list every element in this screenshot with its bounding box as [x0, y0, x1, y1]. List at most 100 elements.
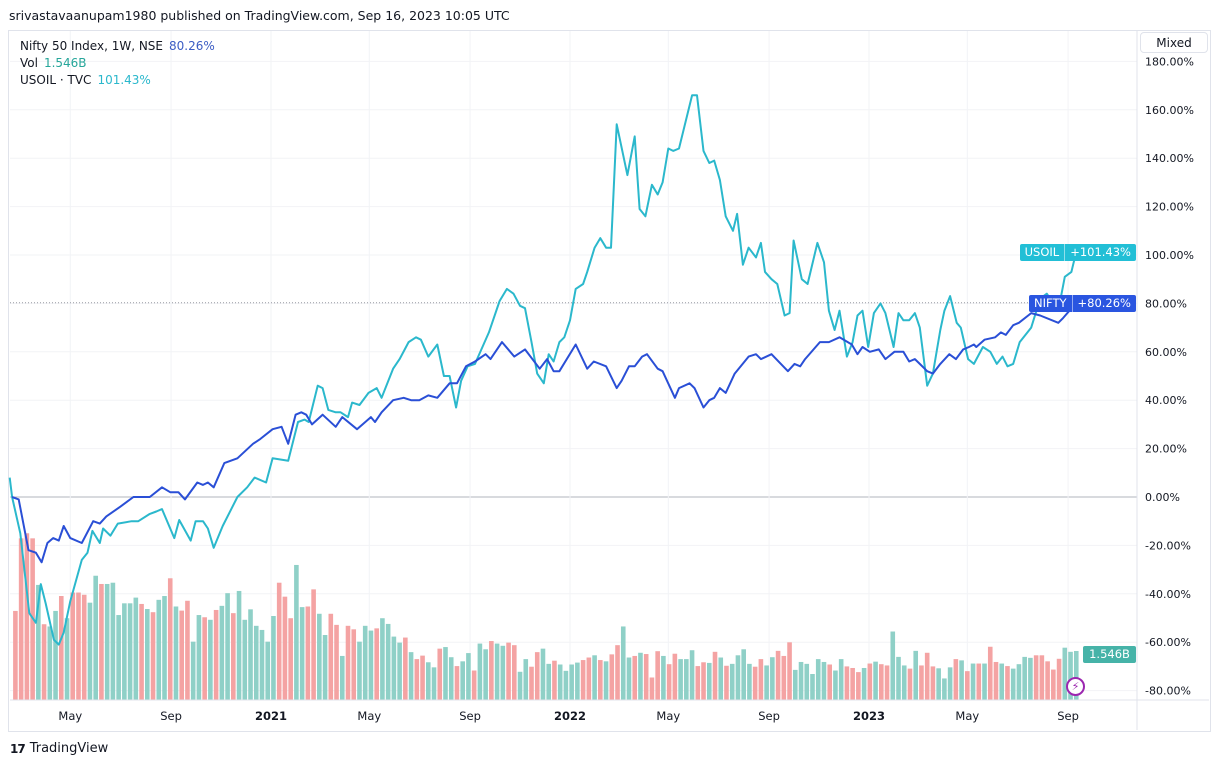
volume-bar	[747, 663, 752, 700]
volume-bar	[1005, 666, 1010, 700]
volume-bar	[965, 671, 970, 700]
x-tick-label: May	[58, 709, 82, 723]
volume-bar	[649, 677, 655, 700]
volume-bar	[563, 670, 569, 700]
volume-bar	[787, 642, 792, 700]
nifty-tag-value: +80.26%	[1077, 296, 1132, 310]
nifty-line	[11, 302, 1078, 564]
volume-bar	[764, 665, 769, 700]
volume-bar	[162, 596, 167, 700]
volume-bar	[557, 664, 563, 700]
volume-bar	[185, 600, 190, 700]
volume-bar	[99, 583, 104, 700]
volume-bar	[127, 603, 133, 700]
volume-bar	[391, 636, 397, 700]
volume-bar	[873, 661, 878, 700]
volume-bar	[661, 655, 666, 700]
volume-bar	[133, 597, 139, 700]
volume-bar	[976, 663, 982, 700]
volume-bar	[729, 663, 735, 700]
volume-bar	[936, 668, 941, 700]
volume-bar	[603, 661, 609, 700]
volume-bar	[970, 663, 976, 700]
usoil-line	[8, 94, 1078, 646]
volume-bar	[408, 652, 414, 700]
volume-bar	[431, 667, 437, 700]
volume-bar	[506, 642, 511, 700]
volume-bar	[47, 626, 53, 700]
volume-bar	[1073, 650, 1079, 700]
volume-bar	[253, 625, 259, 700]
volume-bar	[1062, 647, 1068, 700]
volume-bar	[385, 623, 391, 700]
volume-bar	[540, 648, 546, 700]
volume-bar	[322, 635, 328, 700]
volume-bar	[924, 652, 930, 700]
lightning-bolt-icon[interactable]: ⚡	[1066, 677, 1085, 696]
legend-nifty[interactable]: Nifty 50 Index, 1W, NSE 80.26%	[20, 38, 215, 55]
volume-bar	[190, 641, 196, 700]
volume-bar	[655, 651, 660, 700]
volume-bar	[580, 660, 586, 700]
volume-bar	[838, 659, 844, 700]
volume-bar	[770, 657, 775, 700]
tradingview-logo[interactable]: 17 TradingView	[10, 741, 108, 756]
volume-bar	[701, 662, 706, 700]
volume-bar	[477, 643, 483, 700]
legend-usoil-value: 101.43%	[97, 73, 151, 87]
volume-bar	[231, 613, 236, 700]
volume-bar	[821, 661, 827, 700]
chart-frame	[8, 30, 1211, 732]
volume-bar	[500, 645, 506, 700]
volume-bar	[110, 582, 116, 700]
volume-bar	[196, 615, 202, 700]
volume-bar	[615, 645, 620, 700]
volume-bar	[179, 610, 185, 700]
volume-bar	[471, 670, 477, 700]
volume-bar	[632, 655, 638, 700]
volume-bar	[569, 664, 574, 700]
volume-bar	[775, 650, 781, 700]
y-tick-label: 180.00%	[1145, 55, 1194, 68]
volume-bar	[856, 672, 861, 700]
volume-bar	[879, 664, 884, 700]
volume-bar	[225, 593, 230, 700]
y-tick-label: 100.00%	[1145, 249, 1194, 262]
volume-bar	[982, 663, 987, 700]
tradingview-logo-mark: 17	[10, 741, 26, 756]
x-tick-label: May	[955, 709, 979, 723]
volume-bar	[987, 646, 993, 700]
volume-bar	[517, 671, 523, 700]
volume-bar	[947, 667, 953, 700]
volume-bar	[448, 657, 454, 700]
volume-bar	[150, 612, 156, 700]
volume-bar	[638, 652, 643, 700]
volume-bar	[351, 629, 357, 700]
legend-volume[interactable]: Vol 1.546B	[20, 55, 215, 72]
y-tick-label: 140.00%	[1145, 152, 1194, 165]
volume-bar	[861, 667, 867, 700]
volume-bar	[167, 578, 173, 700]
x-tick-label: Sep	[758, 709, 780, 723]
volume-bar	[695, 666, 701, 700]
volume-bar	[724, 665, 729, 700]
scale-mode-button[interactable]: Mixed	[1140, 32, 1208, 53]
volume-bar	[317, 613, 322, 700]
volume-bar	[833, 670, 838, 700]
legend-usoil[interactable]: USOIL · TVC 101.43%	[20, 72, 215, 89]
volume-bars	[13, 533, 1079, 700]
volume-bar	[592, 655, 597, 700]
volume-bar	[1010, 668, 1016, 700]
volume-bar	[334, 624, 339, 700]
usoil-tag-value: +101.43%	[1070, 245, 1131, 259]
volume-bar	[414, 659, 420, 700]
volume-bar	[156, 599, 162, 700]
nifty-tag-symbol: NIFTY	[1029, 295, 1073, 312]
volume-bar	[896, 656, 901, 700]
y-tick-label: -20.00%	[1145, 539, 1191, 552]
x-tick-label: Sep	[1057, 709, 1079, 723]
volume-bar	[460, 661, 465, 700]
volume-bar	[626, 657, 632, 700]
volume-bar	[844, 666, 850, 700]
